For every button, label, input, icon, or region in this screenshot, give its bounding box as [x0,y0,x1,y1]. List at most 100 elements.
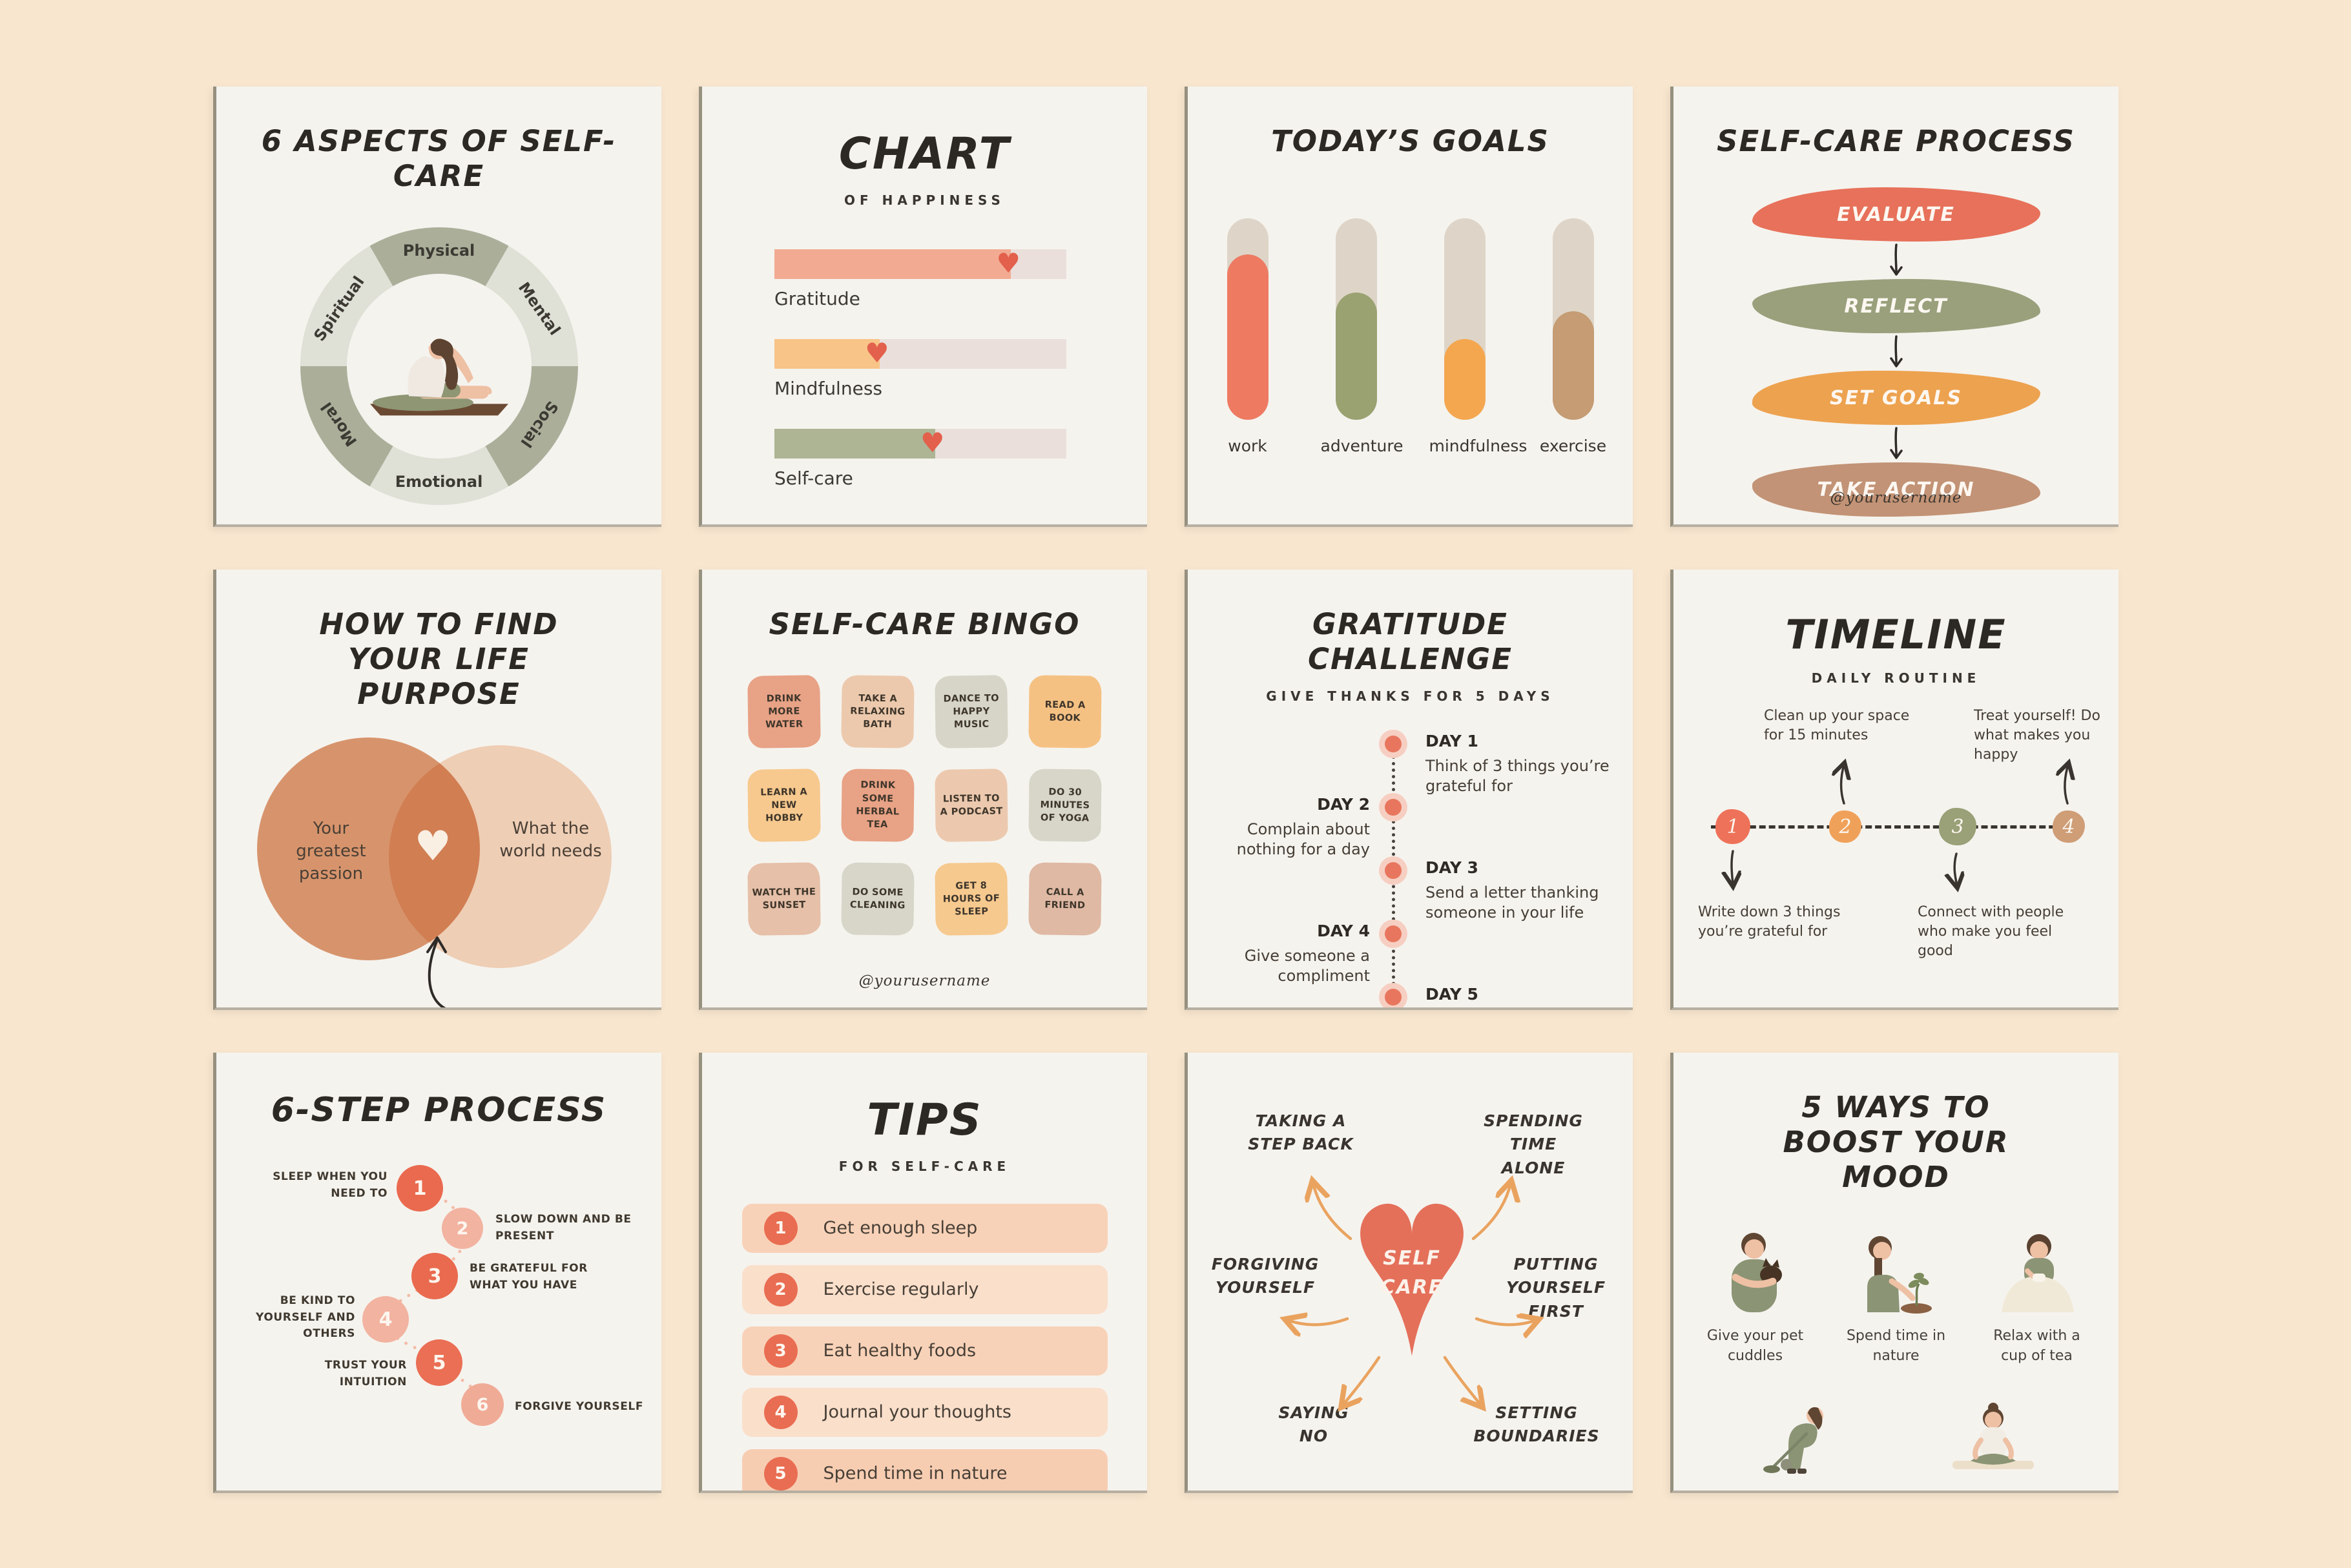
day-label: DAY 2 [1317,795,1370,814]
step-label: TAKE ACTION [1817,478,1975,501]
challenge-timeline: DAY 1 Think of 3 things you’re grateful … [1188,721,1633,1007]
card-subtitle: GIVE THANKS FOR 5 DAYS [1266,688,1555,704]
bar-label: Gratitude [774,287,860,309]
step-circle-6: 6 [461,1383,504,1427]
tip-row: 5 Spend time in nature [741,1449,1108,1491]
bar-fill-mindfulness: ♥ [774,338,889,369]
wheel-segment-mental: Mental [514,278,564,339]
goal-adventure: adventure [1321,218,1403,455]
bar-label: Mindfulness [774,377,882,399]
mindmap-label-putting-yourself-first: PUTTING YOURSELF FIRST [1506,1255,1606,1321]
bingo-cell: READ A BOOK [1028,675,1102,748]
heart-icon: ♥ [920,426,945,459]
sweet-spot-callout: Sweet Spot [428,1007,499,1010]
timeline-node-1: 1 [1715,809,1750,845]
step-label: REFLECT [1844,294,1948,318]
step-circle-1: 1 [397,1165,443,1212]
card-boost-your-mood: 5 WAYS TO BOOST YOUR MOOD Give your pet … [1670,1053,2118,1493]
day-entry: DAY 3 Send a letter thanking someone in … [1425,858,1619,923]
card-title: TIMELINE [1785,611,2007,658]
step-label: EVALUATE [1837,203,1955,226]
tip-text: Journal your thoughts [823,1402,1012,1423]
timeline-note: Treat yourself! Do what makes you happy [1974,708,2100,763]
heart-shape [1360,1203,1464,1356]
step-text-6: FORGIVE YOURSELF [515,1400,644,1414]
curved-arrow-icon [426,936,447,1007]
card-self-care-process: SELF-CARE PROCESS EVALUATE REFLECT SET G… [1670,87,2118,527]
bingo-grid: DRINK MORE WATER TAKE A RELAXING BATH DA… [702,675,1147,936]
zigzag-steps: 1 2 3 4 5 6 SLEEP WHEN YOU NEED TO SLOW … [216,1148,661,1452]
day-label: DAY 3 [1425,858,1478,877]
mood-row-1: Give your pet cuddles Spend time in natu… [1673,1221,2118,1367]
mood-caption: Give your pet cuddles [1706,1328,1804,1364]
bingo-cell: DANCE TO HAPPY MUSIC [935,675,1008,748]
bingo-cell: TAKE A RELAXING BATH [841,675,915,748]
tip-number: 4 [763,1395,798,1429]
bar-fill-selfcare: ♥ [774,428,945,459]
mood-item-pet-cuddles: Give your pet cuddles [1697,1221,1814,1367]
mindmap-label-spending-time-alone: SPENDING TIME ALONE [1484,1111,1583,1177]
bingo-cell: DO SOME CLEANING [841,862,915,936]
bar-track: ♥ [774,338,1066,369]
dashed-line [1711,825,2084,829]
process-flow: EVALUATE REFLECT SET GOALS TAKE ACTION [1673,187,2118,517]
card-tips-for-self-care: TIPS FOR SELF-CARE 1 Get enough sleep 2 … [699,1053,1147,1493]
mood-item-tea: Relax with a cup of tea [1979,1221,2095,1367]
wheel-segment-moral: Moral [317,398,360,450]
mood-item-nature: Spend time in nature [1838,1221,1954,1367]
timeline-note: Clean up your space for 15 minutes [1764,708,1910,744]
bingo-cell: WATCH THE SUNSET [747,862,821,936]
tip-text: Eat healthy foods [823,1341,977,1361]
meditation-illustration [1952,1402,2034,1469]
username-caption: @yourusername [858,973,991,989]
bar-label: Self-care [774,467,853,489]
step-circle-3: 3 [411,1253,458,1300]
step-text-4: BE KIND TO YOURSELF AND OTHERS [256,1294,355,1341]
self-care-wheel: Physical Mental Social Emotional Moral S… [300,227,578,505]
bingo-cell: CALL A FRIEND [1028,862,1102,936]
down-arrow-icon [1673,242,2118,279]
heart-icon: ♥ [865,336,889,369]
card-title: SELF-CARE PROCESS [1717,124,2075,158]
timeline-node-2: 2 [1829,810,1861,843]
day-entry: DAY 1 Think of 3 things you’re grateful … [1425,731,1613,796]
step-circle-5: 5 [416,1339,462,1387]
pill-label: exercise [1539,437,1607,455]
card-title: 6-STEP PROCESS [271,1091,607,1130]
card-chart-of-happiness: CHART OF HAPPINESS ♥ Gratitude ♥ Mindful… [699,87,1147,527]
day-entry: DAY 5 Hug someone [1425,984,1613,1007]
mood-row-2: Tidy up your space Do yoga or meditate [1673,1383,2118,1491]
pill-track [1335,218,1377,420]
mindmap-center-label: SELF CARE [1380,1247,1444,1299]
wheel-segment-emotional: Emotional [395,473,483,491]
pill-label: mindfulness [1429,437,1528,455]
goal-pills: work adventure mindfulness exercise [1188,218,1633,455]
mindmap-arrows [1188,1053,1633,1492]
tip-number: 5 [763,1456,798,1491]
step-text-2: SLOW DOWN AND BE PRESENT [495,1213,632,1243]
mindmap-label-forgiving-yourself: FORGIVING YOURSELF [1211,1255,1320,1297]
card-life-purpose-venn: HOW TO FIND YOUR LIFE PURPOSE ♥ Your gre… [213,570,661,1010]
timeline-note: Connect with people who make you feel go… [1918,904,2064,959]
bingo-cell: DRINK MORE WATER [747,675,821,748]
mood-caption: Spend time in nature [1846,1328,1946,1364]
tip-text: Exercise regularly [823,1279,979,1300]
card-title: CHART [838,129,1011,180]
timeline-dot [1385,925,1402,942]
card-6-step-process: 6-STEP PROCESS 1 2 3 4 5 6 SLEEP WHEN YO… [213,1053,661,1493]
card-title: 6 ASPECTS OF SELF-CARE [261,124,617,193]
process-step-reflect: REFLECT [1752,279,2040,333]
mood-item-yoga: Do yoga or meditate [1935,1383,2051,1491]
card-subtitle: DAILY ROUTINE [1811,670,1981,686]
day-entry: DAY 4 Give someone a compliment [1194,921,1370,986]
bingo-cell: GET 8 HOURS OF SLEEP [935,862,1008,936]
day-label: DAY 4 [1317,922,1370,940]
bar-row: ♥ Gratitude [774,249,1147,309]
pet-cuddles-illustration [1731,1233,1782,1312]
bar-track: ♥ [774,249,1066,279]
card-timeline-daily-routine: TIMELINE DAILY ROUTINE 1 2 3 4 Clean up … [1670,570,2118,1010]
timeline-dot [1385,736,1402,752]
mood-caption: Tidy up your space [1741,1489,1858,1491]
step-text-5: TRUST YOUR INTUITION [324,1359,407,1388]
